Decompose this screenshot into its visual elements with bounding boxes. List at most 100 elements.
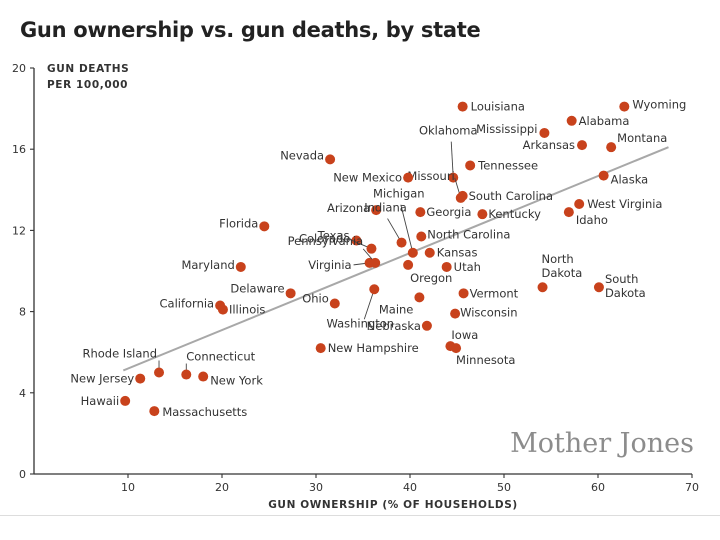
point-kansas	[424, 247, 435, 258]
label-vermont: Vermont	[470, 286, 519, 300]
point-south-dakota	[593, 282, 604, 293]
point-delaware	[285, 288, 296, 299]
label-arizona: Arizona	[327, 201, 370, 215]
label-tennessee: Tennessee	[477, 158, 538, 172]
label-florida: Florida	[219, 216, 258, 230]
point-michigan	[407, 247, 418, 258]
label-massachusetts: Massachusetts	[162, 405, 247, 419]
label-north-dakota: North Dakota	[542, 252, 583, 280]
point-illinois	[217, 304, 228, 315]
leader-washington	[363, 289, 375, 320]
point-utah	[441, 261, 452, 272]
label-new-jersey: New Jersey	[70, 372, 134, 386]
y-tick-label: 4	[19, 387, 26, 400]
label-kentucky: Kentucky	[488, 207, 541, 221]
y-tick-label: 20	[12, 62, 26, 75]
x-tick-label: 50	[497, 481, 511, 494]
x-tick-label: 40	[403, 481, 417, 494]
label-new-mexico: New Mexico	[333, 171, 402, 185]
y-axis-title: PER 100,000	[47, 79, 128, 91]
label-rhode-island: Rhode Island	[82, 347, 157, 361]
label-connecticut: Connecticut	[186, 350, 255, 364]
label-new-york: New York	[210, 374, 263, 388]
label-nevada: Nevada	[280, 148, 324, 162]
point-mississippi	[539, 127, 550, 138]
point-maryland	[235, 261, 246, 272]
x-tick-label: 10	[121, 481, 135, 494]
label-wyoming: Wyoming	[632, 98, 686, 112]
point-montana	[606, 142, 617, 153]
label-minnesota: Minnesota	[456, 353, 515, 367]
y-tick-label: 12	[12, 224, 26, 237]
label-oregon: Oregon	[410, 271, 452, 285]
point-texas	[366, 243, 377, 254]
label-mississippi: Mississippi	[476, 122, 537, 136]
x-tick-label: 30	[309, 481, 323, 494]
y-tick-label: 0	[19, 468, 26, 481]
point-idaho	[563, 207, 574, 218]
label-maryland: Maryland	[181, 258, 234, 272]
label-idaho: Idaho	[576, 213, 608, 227]
chart-title: Gun ownership vs. gun deaths, by state	[20, 18, 481, 42]
point-alaska	[598, 170, 609, 181]
label-kansas: Kansas	[437, 246, 478, 260]
label-iowa: Iowa	[451, 328, 478, 342]
label-virginia: Virginia	[308, 258, 351, 272]
leader-oklahoma	[450, 141, 454, 178]
point-louisiana	[457, 101, 468, 112]
point-maine	[414, 292, 425, 303]
point-florida	[259, 221, 270, 232]
x-tick-label: 70	[685, 481, 699, 494]
point-north-carolina	[416, 231, 427, 242]
point-rhode-island	[154, 367, 165, 378]
point-arizona	[371, 205, 382, 216]
y-tick-label: 16	[12, 143, 26, 156]
label-ohio: Ohio	[302, 291, 329, 305]
label-new-hampshire: New Hampshire	[328, 341, 419, 355]
label-hawaii: Hawaii	[81, 394, 120, 408]
label-louisiana: Louisiana	[471, 100, 525, 114]
point-pennsylvania	[370, 257, 381, 268]
point-new-mexico	[403, 172, 414, 183]
bottom-divider	[0, 515, 720, 516]
label-missouri: Missouri	[407, 169, 454, 183]
point-connecticut	[181, 369, 192, 380]
point-kentucky	[477, 209, 488, 220]
point-ohio	[329, 298, 340, 309]
point-alabama	[566, 115, 577, 126]
x-tick-label: 20	[215, 481, 229, 494]
leader-michigan	[400, 204, 414, 253]
point-west-virginia	[574, 199, 585, 210]
y-tick-label: 8	[19, 306, 26, 319]
point-wyoming	[619, 101, 630, 112]
point-oregon	[403, 259, 414, 270]
point-washington	[369, 284, 380, 295]
x-tick-label: 60	[591, 481, 605, 494]
label-washington: Washington	[326, 316, 394, 330]
label-michigan: Michigan	[373, 187, 425, 201]
point-indiana	[396, 237, 407, 248]
label-south-dakota: South Dakota	[605, 272, 646, 300]
credit-text: Mother Jones	[510, 428, 694, 459]
label-alaska: Alaska	[611, 173, 649, 187]
point-north-dakota	[537, 282, 548, 293]
point-new-hampshire	[315, 343, 326, 354]
label-oklahoma: Oklahoma	[419, 124, 478, 138]
point-new-jersey	[135, 373, 146, 384]
label-maine: Maine	[379, 302, 414, 316]
point-georgia	[415, 207, 426, 218]
point-new-york	[198, 371, 209, 382]
label-arkansas: Arkansas	[523, 138, 575, 152]
x-axis-title: GUN OWNERSHIP (% OF HOUSEHOLDS)	[268, 499, 518, 511]
label-delaware: Delaware	[230, 281, 284, 295]
point-south-carolina	[457, 190, 468, 201]
trend-line	[122, 146, 669, 372]
label-nebraska: Nebraska	[367, 319, 421, 333]
label-utah: Utah	[454, 260, 481, 274]
label-south-carolina: South Carolina	[469, 189, 553, 203]
point-tennessee	[465, 160, 476, 171]
label-pennsylvania: Pennsylvania	[288, 234, 364, 248]
label-illinois: Illinois	[229, 303, 266, 317]
label-wisconsin: Wisconsin	[460, 306, 517, 320]
